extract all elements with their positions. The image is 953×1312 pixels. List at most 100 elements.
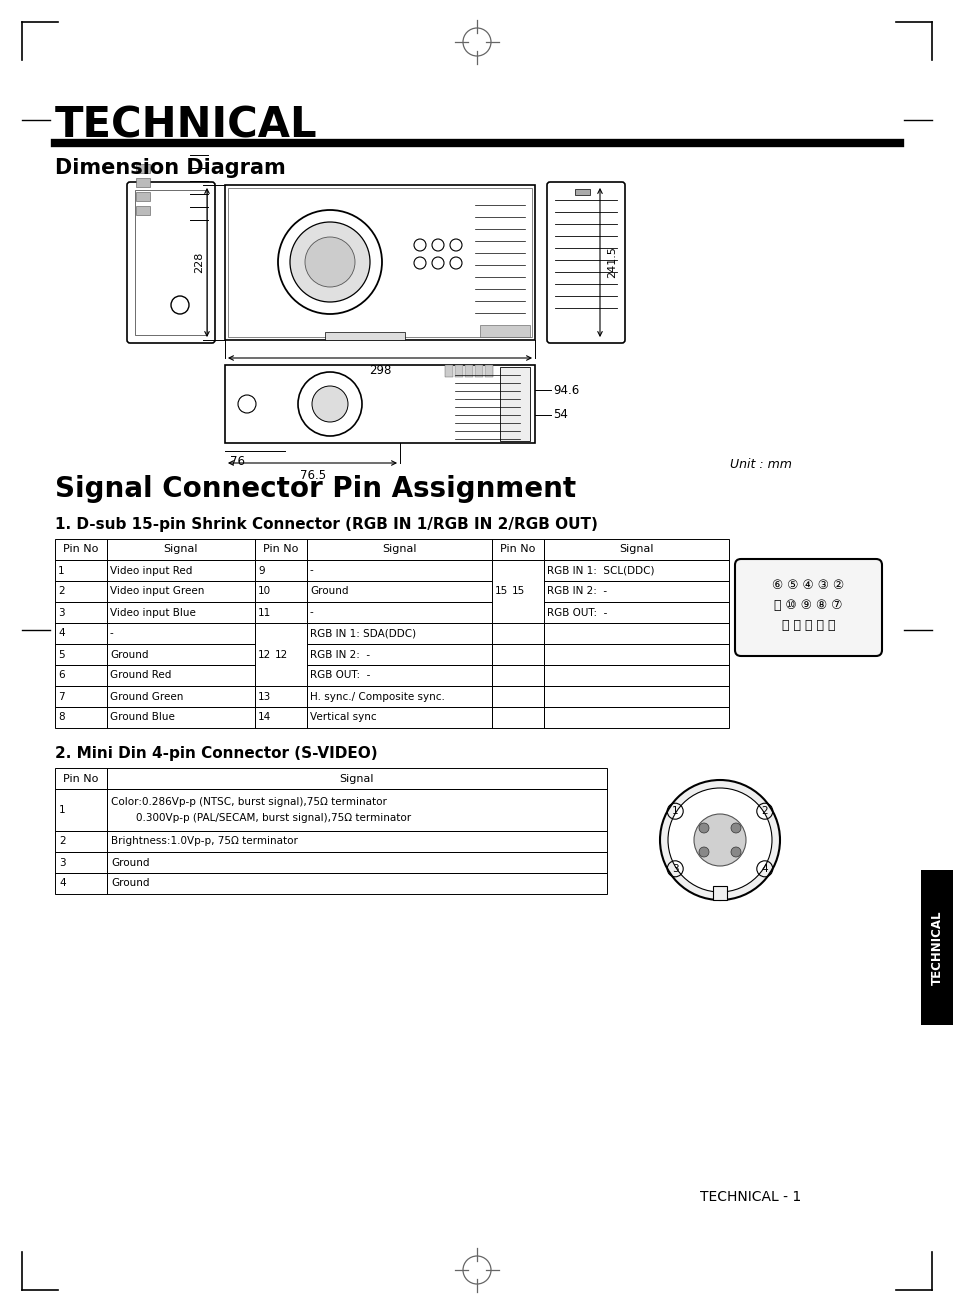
Bar (55, 686, 107, 707)
Bar (492, 539, 543, 560)
Bar (135, 190, 207, 335)
Bar (55, 602, 107, 623)
Text: TECHNICAL - 1: TECHNICAL - 1 (700, 1190, 801, 1204)
Text: 4: 4 (760, 863, 767, 874)
Bar (543, 686, 728, 707)
Bar (254, 665, 307, 686)
Bar (307, 602, 492, 623)
Text: 5: 5 (58, 649, 65, 660)
Text: Signal: Signal (339, 774, 374, 783)
Bar (107, 686, 254, 707)
Text: Brightness:1.0Vp-p, 75Ω terminator: Brightness:1.0Vp-p, 75Ω terminator (111, 837, 297, 846)
Bar (492, 665, 543, 686)
Text: 1. D-sub 15-pin Shrink Connector (RGB IN 1/RGB IN 2/RGB OUT): 1. D-sub 15-pin Shrink Connector (RGB IN… (55, 517, 598, 531)
Bar (136, 164, 150, 173)
Circle shape (730, 823, 740, 833)
Bar (575, 189, 589, 195)
Bar (107, 560, 254, 581)
Bar (254, 707, 307, 728)
Bar (107, 789, 606, 830)
Text: RGB IN 2:  -: RGB IN 2: - (546, 586, 606, 597)
Bar (107, 830, 606, 851)
Bar (254, 602, 307, 623)
Bar (492, 623, 543, 644)
Bar (492, 686, 543, 707)
Text: Ground: Ground (310, 586, 348, 597)
Bar (55, 872, 107, 893)
Text: 3: 3 (59, 858, 66, 867)
Bar (543, 539, 728, 560)
Bar (499, 367, 530, 441)
Bar (307, 539, 492, 560)
Text: 2: 2 (760, 806, 767, 816)
Bar (55, 623, 107, 644)
Bar (55, 560, 107, 581)
Bar (136, 192, 150, 201)
Text: 4: 4 (58, 628, 65, 639)
Bar (712, 886, 726, 900)
Text: 15: 15 (495, 586, 508, 597)
Bar (254, 623, 307, 686)
Bar (254, 623, 307, 644)
Text: Ground Red: Ground Red (110, 670, 172, 681)
Circle shape (312, 386, 348, 422)
Bar (543, 665, 728, 686)
Bar (254, 560, 307, 581)
Bar (307, 560, 492, 581)
Bar (920, 870, 953, 1025)
Text: Pin No: Pin No (263, 544, 298, 555)
Bar (543, 707, 728, 728)
Bar (55, 707, 107, 728)
Text: 1: 1 (59, 806, 66, 815)
Bar (225, 365, 535, 443)
Bar (228, 188, 532, 337)
Bar (307, 707, 492, 728)
Text: 14: 14 (257, 712, 271, 723)
Text: 12: 12 (274, 649, 287, 660)
Bar (492, 581, 543, 602)
Text: 1: 1 (58, 565, 65, 576)
Text: 7: 7 (58, 691, 65, 702)
Bar (307, 686, 492, 707)
Bar (444, 365, 453, 377)
Bar (455, 365, 462, 377)
Text: Color:0.286Vp-p (NTSC, burst signal),75Ω terminator: Color:0.286Vp-p (NTSC, burst signal),75Ω… (111, 796, 387, 807)
Bar (55, 539, 107, 560)
Text: RGB OUT:  -: RGB OUT: - (546, 607, 607, 618)
Bar (107, 872, 606, 893)
Text: 1: 1 (671, 806, 678, 816)
Bar (107, 644, 254, 665)
Bar (254, 539, 307, 560)
Text: ⑪ ⑩ ⑨ ⑧ ⑦: ⑪ ⑩ ⑨ ⑧ ⑦ (774, 600, 841, 611)
Bar (107, 581, 254, 602)
Bar (55, 581, 107, 602)
Text: 3: 3 (58, 607, 65, 618)
Bar (325, 332, 405, 340)
Text: ⑥ ⑤ ④ ③ ②: ⑥ ⑤ ④ ③ ② (772, 579, 843, 592)
Bar (107, 665, 254, 686)
Bar (107, 602, 254, 623)
Circle shape (730, 848, 740, 857)
Text: Pin No: Pin No (63, 544, 98, 555)
Bar (543, 581, 728, 602)
Circle shape (305, 237, 355, 287)
Text: TECHNICAL: TECHNICAL (55, 105, 317, 147)
Circle shape (693, 813, 745, 866)
Bar (55, 830, 107, 851)
Text: -: - (310, 607, 314, 618)
Bar (307, 581, 492, 602)
Bar (475, 365, 482, 377)
Text: 8: 8 (58, 712, 65, 723)
Text: ⑯ ⑮ ⑭ ⑬ ⑫: ⑯ ⑮ ⑭ ⑬ ⑫ (781, 619, 835, 632)
Bar (464, 365, 473, 377)
Text: 298: 298 (369, 363, 391, 377)
Bar (55, 768, 107, 789)
Bar (543, 644, 728, 665)
Text: 12: 12 (257, 649, 271, 660)
Text: Signal Connector Pin Assignment: Signal Connector Pin Assignment (55, 475, 576, 502)
Text: Pin No: Pin No (499, 544, 536, 555)
Text: Dimension Diagram: Dimension Diagram (55, 157, 286, 178)
Text: 0.300Vp-p (PAL/SECAM, burst signal),75Ω terminator: 0.300Vp-p (PAL/SECAM, burst signal),75Ω … (136, 813, 411, 823)
Text: -: - (110, 628, 113, 639)
Bar (492, 602, 543, 623)
